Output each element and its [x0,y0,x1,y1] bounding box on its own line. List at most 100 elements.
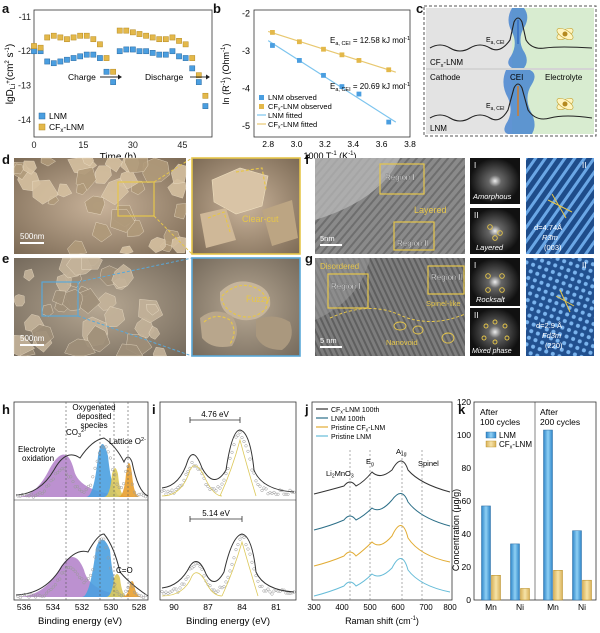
panel-b-yticks: -2 -3 -4 -5 [242,9,250,131]
panel-a-yticks: -11 -12 -13 -14 [18,12,31,125]
crystal-grain [220,281,271,321]
panel-i-xticks: 90 87 84 81 [169,602,281,612]
peak-electrolyte-oxidation [16,556,148,597]
panel-a-xlabel: Time (h) [100,152,137,163]
lnm-point [202,103,209,109]
xps-data-top [16,445,148,499]
x-tick-label: 534 [46,602,60,612]
xps-data-point [216,589,220,593]
sem-zoom-box-e [41,281,79,317]
xps-data-point [178,586,182,590]
fuzzy-outline [203,315,235,345]
crystal-grain [76,182,88,195]
cflnm-point [103,55,110,61]
raman-lnm-100th [313,493,451,531]
crystal-grain [174,203,187,220]
crystal-grain [152,346,167,357]
diffraction-spot [497,230,503,236]
x-tick-label: 700 [419,603,433,612]
xps-data-point [232,443,236,447]
xps-data-point [222,585,226,589]
panel-b-ylabel: ln (R-1) (Ohm-1) [221,44,231,105]
crystal-grain [64,338,96,357]
xps-data-point [186,575,190,579]
nanovoid-marker [441,332,455,344]
cflnm-point [195,72,202,79]
xps-data-point [282,492,286,496]
xps-data-point [274,492,278,496]
xps-data-point [182,582,186,586]
energy-profile-top [429,17,593,52]
x-tick-label: 536 [17,602,31,612]
x-tick-label: 3.0 [291,139,303,149]
xps-data-point [78,488,82,492]
xps-data-point [260,488,264,492]
panel-h-xps: Oxygenated deposited species CO32- Latti… [13,401,149,627]
xps-data-point [192,564,196,568]
xps-data-point [56,471,60,475]
xps-data-point [242,535,246,540]
x-tick-label: 800 [443,603,457,612]
fft-image-g1 [470,258,520,306]
cflnm-point [90,36,97,43]
cathode-region-top [426,8,512,68]
xps-data-point [36,492,40,496]
y-tick-label: 120 [457,397,471,407]
xps-data-point [128,471,132,476]
xps-data-point [75,572,79,576]
cflnm-point [44,34,51,41]
crystal-grain [67,240,88,255]
xps-data-bottom [160,534,296,596]
panel-j-legend: CFx-LNM 100th LNM 100th Pristine CFx-LNM… [316,407,385,441]
cflnm-point [182,41,189,48]
panel-d-sem: 500nm Clear-cut [13,157,301,255]
charge-label: Charge [68,72,96,82]
xps-fit-bottom [161,533,295,593]
xps-data-point [214,489,218,493]
x-tick-label: 3.4 [347,139,359,149]
xps-data-top [160,430,296,496]
panel-h-xlabel: Binding energy (eV) [38,616,122,627]
xps-data-point [270,592,274,596]
xps-data-point [115,590,119,594]
xps-data-point [250,468,254,472]
crystal-grain [110,208,136,233]
panel-k-legend: LNM CFx-LNM [485,431,532,451]
xps-data-point [47,589,51,593]
y-tick-label: -3 [242,46,250,56]
xps-data-point [184,472,188,476]
xps-data-point [246,449,250,453]
legend-label: LNM fitted [268,111,302,120]
xps-data-point [172,491,176,495]
legend-label: Pristine LNM [331,434,371,441]
sem-grains-d [13,157,187,255]
xps-data-point [113,582,117,586]
cflnm-observed-point [321,46,326,52]
discharge-annotation: Discharge [145,72,210,82]
region-1-label: Region I [385,173,415,182]
xps-data-point [178,484,182,488]
crystal-grain [124,157,149,174]
xps-data-point [232,556,236,560]
bar-cflnm [582,579,592,601]
cflnm-point [97,41,103,48]
x-tick-label: 600 [391,603,405,612]
lnm-observed-point [339,84,345,89]
panel-b-chart: -2 -3 -4 -5 2.8 3.0 3.2 3.4 3.6 3.8 1000… [221,9,416,161]
xps-data-point [95,548,99,552]
panel-a-chart: -11 -12 -13 -14 0 15 30 45 Time (h) lgDL… [5,9,213,163]
crystal-grain [86,325,111,353]
bar-lnm [572,530,582,601]
legend-marker-cflnm [38,123,46,131]
xps-data-point [194,562,198,566]
legend-marker-cflnm-observed [259,104,264,109]
cflnm-point [57,34,64,41]
panel-labels: a b c d e f g h i j k [2,1,466,417]
cathode-region-bottom [426,70,512,134]
crystal-grain [32,179,59,205]
xps-data-point [137,593,141,597]
y-tick-label: -13 [18,81,31,91]
xps-data-point [119,486,123,490]
y-tick-label: 80 [462,463,472,473]
x-tick-label: 3.8 [404,139,416,149]
